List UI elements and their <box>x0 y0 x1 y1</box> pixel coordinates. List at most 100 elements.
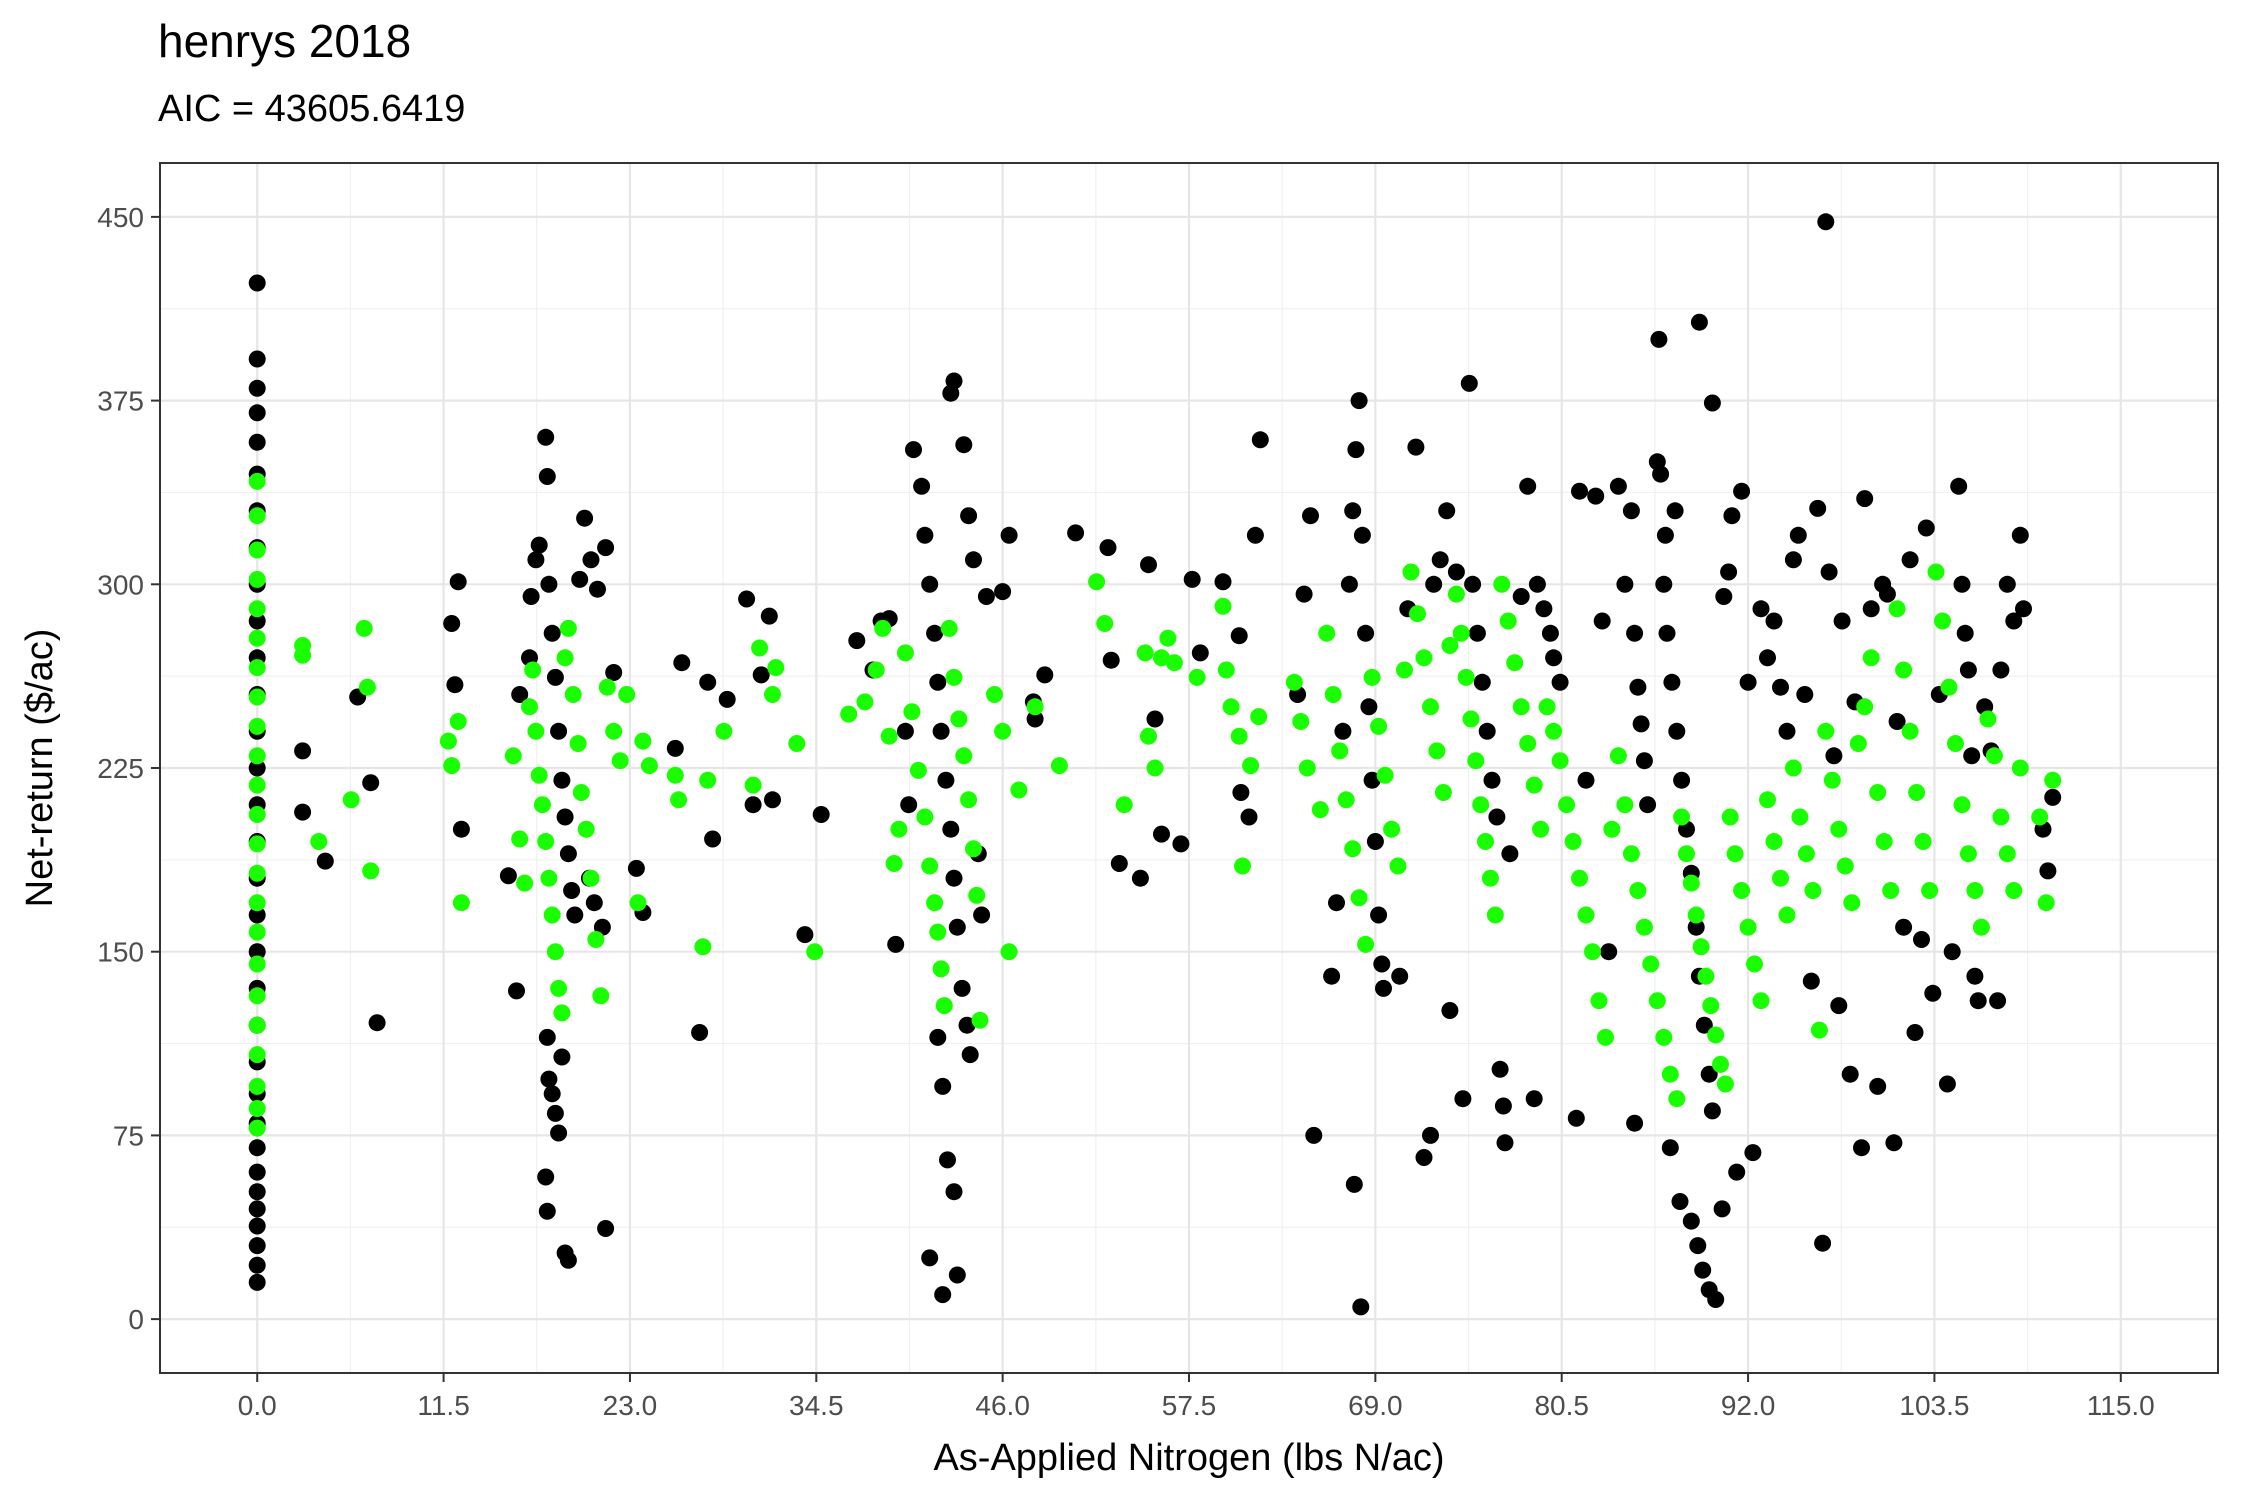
x-tick-label: 23.0 <box>603 1390 658 1421</box>
x-tick-label: 92.0 <box>1721 1390 1776 1421</box>
predicted-point <box>527 722 545 740</box>
observed-point <box>248 350 266 368</box>
observed-point <box>1551 673 1569 691</box>
observed-point <box>704 830 722 848</box>
observed-point <box>1131 869 1149 887</box>
observed-point <box>1635 752 1653 770</box>
observed-point <box>2005 612 2023 630</box>
x-tick-label: 0.0 <box>238 1390 277 1421</box>
observed-point <box>1989 992 2007 1010</box>
predicted-point <box>885 855 903 872</box>
observed-point <box>1906 1024 1924 1041</box>
predicted-point <box>546 943 564 961</box>
predicted-point <box>1165 654 1183 672</box>
predicted-point <box>248 864 266 882</box>
predicted-point <box>1707 1026 1725 1044</box>
predicted-point <box>1622 845 1640 863</box>
observed-point <box>929 673 947 691</box>
observed-point <box>945 1183 963 1201</box>
observed-point <box>973 906 991 924</box>
predicted-point <box>1629 882 1647 899</box>
predicted-point <box>764 686 781 703</box>
observed-point <box>961 1046 979 1064</box>
predicted-point <box>564 686 582 703</box>
observed-point <box>540 575 558 593</box>
observed-point <box>932 722 950 740</box>
predicted-point <box>1188 668 1206 686</box>
observed-point <box>537 428 555 446</box>
predicted-point <box>2005 882 2023 899</box>
predicted-point <box>1558 796 1576 814</box>
predicted-point <box>1088 573 1106 591</box>
predicted-point <box>1985 747 2003 765</box>
observed-point <box>538 468 556 485</box>
observed-point <box>1496 1134 1514 1152</box>
predicted-point <box>1697 967 1715 985</box>
observed-point <box>576 509 594 527</box>
observed-point <box>248 1200 266 1218</box>
observed-point <box>1366 833 1384 850</box>
predicted-point <box>1292 713 1310 730</box>
observed-point <box>948 1266 966 1284</box>
observed-point <box>1963 747 1981 765</box>
observed-point <box>1600 943 1618 961</box>
predicted-point <box>788 735 806 752</box>
observed-point <box>1609 477 1627 495</box>
predicted-point <box>1772 869 1789 887</box>
predicted-point <box>916 808 934 826</box>
predicted-point <box>248 1100 266 1117</box>
observed-point <box>929 1028 947 1046</box>
predicted-point <box>1849 735 1867 752</box>
predicted-point <box>248 955 266 973</box>
observed-point <box>1765 612 1783 630</box>
observed-point <box>538 1028 556 1046</box>
observed-point <box>1998 575 2016 593</box>
observed-point <box>1323 967 1341 985</box>
predicted-point <box>1519 735 1537 752</box>
observed-point <box>1655 575 1673 593</box>
observed-point <box>522 588 540 605</box>
observed-point <box>1110 855 1128 872</box>
observed-point <box>1733 482 1751 500</box>
predicted-point <box>1687 906 1705 924</box>
predicted-point <box>1318 624 1336 642</box>
observed-point <box>1232 784 1250 801</box>
predicted-point <box>1810 1021 1828 1039</box>
observed-point <box>1545 649 1563 667</box>
observed-point <box>1759 649 1776 667</box>
predicted-point <box>1472 796 1490 814</box>
predicted-point <box>358 678 376 696</box>
observed-point <box>1352 1298 1370 1316</box>
predicted-point <box>1934 612 1951 630</box>
observed-point <box>1663 673 1681 691</box>
predicted-point <box>670 791 688 809</box>
observed-point <box>1809 499 1827 517</box>
observed-point <box>1345 1175 1363 1193</box>
predicted-point <box>1875 833 1893 850</box>
predicted-point <box>1721 808 1739 826</box>
observed-point <box>1752 600 1770 618</box>
predicted-point <box>1357 935 1375 953</box>
predicted-point <box>605 722 623 740</box>
observed-point <box>540 1070 558 1088</box>
predicted-point <box>587 931 605 948</box>
observed-point <box>1690 313 1708 331</box>
observed-point <box>1744 1144 1762 1162</box>
predicted-point <box>699 771 717 789</box>
predicted-point <box>362 862 380 880</box>
predicted-point <box>559 619 577 637</box>
predicted-point <box>1285 673 1303 691</box>
predicted-point <box>439 732 457 750</box>
predicted-point <box>1797 845 1815 863</box>
observed-point <box>1501 845 1519 863</box>
predicted-point <box>569 735 587 752</box>
predicted-point <box>1396 661 1413 679</box>
observed-point <box>937 771 955 789</box>
predicted-point <box>1452 624 1470 642</box>
observed-point <box>1577 771 1595 789</box>
observed-point <box>446 676 464 694</box>
predicted-point <box>1512 698 1530 716</box>
observed-point <box>1668 722 1686 740</box>
observed-point <box>1528 575 1546 593</box>
predicted-point <box>1217 661 1235 679</box>
